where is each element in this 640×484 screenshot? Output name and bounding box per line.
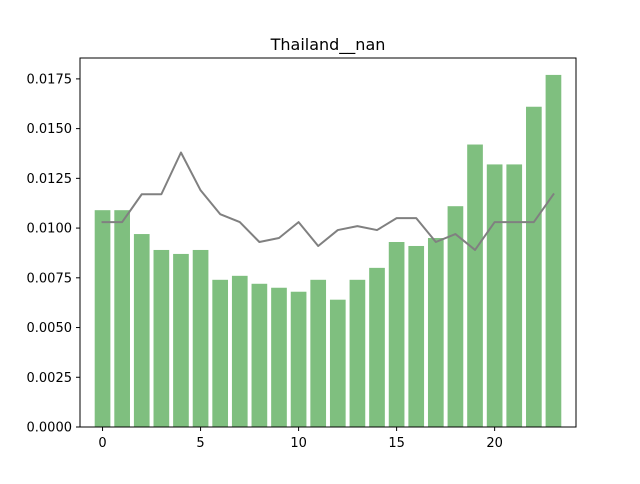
y-tick-label-4: 0.0100	[27, 222, 73, 237]
bar-17	[427, 238, 444, 427]
bar-1	[114, 210, 130, 427]
bar-6	[212, 279, 229, 427]
bar-3	[153, 249, 170, 427]
bar-20	[486, 164, 503, 428]
x-tick-label-15: 15	[388, 436, 405, 451]
bar-23	[545, 74, 562, 427]
x-tick-label-5: 5	[196, 436, 204, 451]
bar-21	[506, 164, 523, 428]
bar-14	[369, 267, 385, 427]
line-layer	[101, 151, 555, 251]
bar-11	[310, 279, 327, 427]
x-tick-label-10: 10	[290, 436, 307, 451]
y-tick-label-7: 0.0175	[27, 72, 73, 87]
x-tick-label-0: 0	[98, 436, 106, 451]
bar-8	[251, 283, 268, 427]
bar-19	[467, 144, 483, 427]
bar-15	[388, 242, 405, 427]
series-line	[101, 151, 555, 251]
y-tick-label-5: 0.0125	[27, 172, 73, 187]
y-tick-label-2: 0.0050	[27, 321, 73, 336]
bar-7	[231, 275, 248, 427]
bar-4	[173, 253, 189, 427]
bar-9	[271, 287, 287, 427]
axes-frame	[79, 57, 577, 428]
bar-10	[290, 291, 307, 427]
y-tick-label-3: 0.0075	[27, 271, 73, 286]
bar-0	[94, 210, 111, 427]
bar-22	[526, 106, 542, 428]
bar-13	[349, 279, 366, 427]
y-tick-label-1: 0.0025	[27, 371, 73, 386]
x-tick-label-20: 20	[486, 436, 503, 451]
bar-18	[447, 206, 464, 427]
bar-5	[192, 249, 209, 427]
bar-12	[329, 299, 346, 427]
y-tick-label-0: 0.0000	[27, 421, 73, 436]
axes-layer: 0 5 10 15 20 0.0000 0.0025 0.0050 0.0075 0.0100 0.…	[27, 57, 577, 451]
chart-title: Thailand__nan	[270, 35, 386, 55]
bars-layer	[94, 74, 562, 428]
bar-2	[133, 234, 150, 427]
bar-16	[408, 245, 425, 427]
y-tick-label-6: 0.0150	[27, 122, 73, 137]
